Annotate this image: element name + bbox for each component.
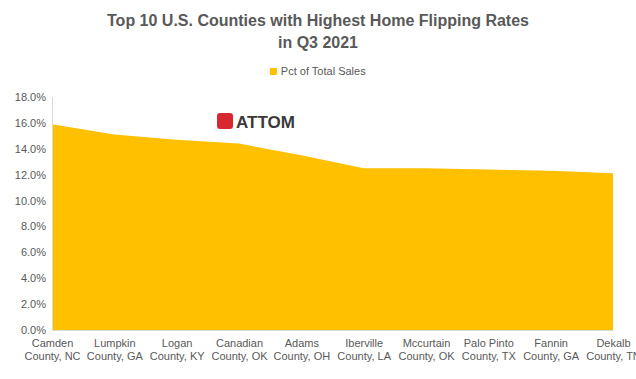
title: Top 10 U.S. Counties with Highest Home F… — [107, 12, 529, 29]
y-tick-label: 16.0% — [15, 117, 46, 129]
y-tick: 8.0% — [21, 220, 52, 232]
x-tick: Palo PintoCounty, TX — [462, 330, 517, 362]
x-tick: AdamsCounty, OH — [274, 330, 331, 362]
legend-label: Pct of Total Sales — [281, 65, 366, 77]
x-tick: CamdenCounty, NC — [24, 330, 80, 362]
y-tick-label: 8.0% — [21, 220, 46, 232]
logo-mark — [217, 113, 233, 129]
y-axis-line — [52, 98, 53, 331]
legend: Pct of Total Sales — [270, 65, 366, 77]
x-tick: IbervilleCounty, LA — [337, 330, 391, 362]
x-tick: LumpkinCounty, GA — [87, 330, 144, 362]
x-tick-label: IbervilleCounty, LA — [337, 337, 391, 362]
y-tick-label: 18.0% — [15, 91, 46, 103]
y-tick: 2.0% — [21, 298, 52, 310]
area — [52, 124, 613, 330]
y-tick: 6.0% — [21, 246, 52, 258]
x-tick-label: CanadianCounty, OK — [211, 337, 268, 362]
y-tick-label: 0.0% — [21, 324, 46, 336]
annotation: ATTOM — [217, 113, 295, 132]
y-tick-label: 2.0% — [21, 298, 46, 310]
chart: Top 10 U.S. Counties with Highest Home F… — [0, 0, 636, 379]
x-tick: CanadianCounty, OK — [211, 330, 268, 362]
y-tick-label: 12.0% — [15, 169, 46, 181]
y-tick: 10.0% — [15, 195, 52, 207]
x-axis: CamdenCounty, NC LumpkinCounty, GALoganCo… — [24, 330, 636, 362]
x-axis-line — [53, 330, 614, 331]
y-tick: 12.0% — [15, 169, 52, 181]
annotation-text: ATTOM — [236, 113, 295, 132]
subtitle: in Q3 2021 — [278, 34, 358, 51]
x-tick: FanninCounty, GA — [523, 330, 580, 362]
y-tick: 18.0% — [15, 91, 52, 103]
y-tick-label: 6.0% — [21, 246, 46, 258]
x-tick-label: FanninCounty, GA — [523, 337, 580, 362]
y-tick-label: 10.0% — [15, 195, 46, 207]
y-tick: 0.0% — [21, 324, 52, 336]
legend-swatch — [270, 68, 277, 75]
y-tick: 14.0% — [15, 143, 52, 155]
y-tick-label: 4.0% — [21, 272, 46, 284]
x-tick-label: DekalbCounty, TN — [586, 337, 636, 362]
plot-area — [52, 124, 613, 330]
x-tick-label: CamdenCounty, NC — [24, 337, 80, 362]
x-tick-label: Palo PintoCounty, TX — [462, 337, 517, 362]
x-tick: DekalbCounty, TN — [586, 330, 636, 362]
x-tick: MccurtainCounty, OK — [398, 330, 455, 362]
y-tick-label: 14.0% — [15, 143, 46, 155]
legend-item: Pct of Total Sales — [270, 65, 366, 77]
y-axis: 0.0% 2.0% 4.0% 6.0% 8.0% 10.0% 12.0% 14.0% 16.0%… — [15, 91, 53, 336]
x-tick: LoganCounty, KY — [150, 330, 205, 362]
x-tick-label: MccurtainCounty, OK — [398, 337, 455, 362]
x-tick-label: LoganCounty, KY — [150, 337, 205, 362]
x-tick-label: LumpkinCounty, GA — [87, 337, 144, 362]
y-tick: 16.0% — [15, 117, 52, 129]
x-tick-label: AdamsCounty, OH — [274, 337, 331, 362]
y-tick: 4.0% — [21, 272, 52, 284]
